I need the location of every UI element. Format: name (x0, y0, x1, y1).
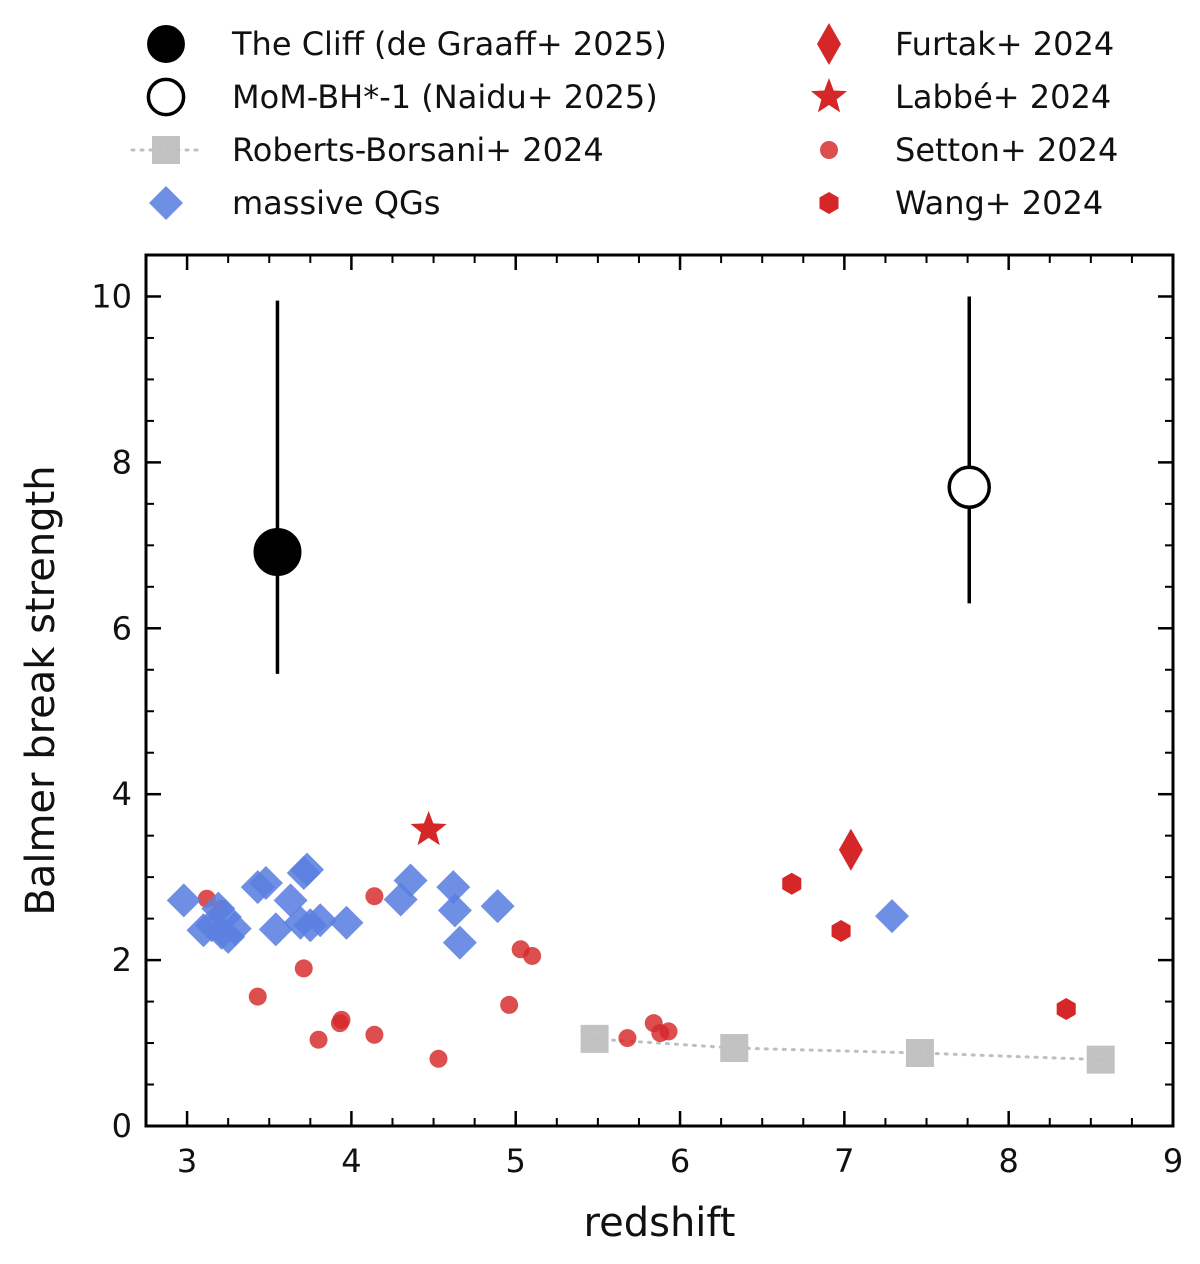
data-point (166, 883, 201, 918)
data-point (480, 889, 515, 924)
plot-frame (144, 253, 1175, 1128)
legend-label: massive QGs (232, 184, 440, 222)
legend-item: Roberts-Borsani+ 2024 (130, 131, 604, 169)
series-star (410, 810, 447, 846)
data-point (303, 903, 338, 938)
data-point (720, 1034, 749, 1063)
data-point (1056, 998, 1076, 1021)
legend-marker (149, 186, 183, 220)
legend-marker (817, 23, 841, 65)
legend-item: Labbé+ 2024 (810, 78, 1111, 116)
data-point (875, 899, 910, 934)
legend-marker (820, 141, 838, 159)
series-circle-open (947, 296, 991, 604)
data-point (831, 920, 851, 943)
legend-label: Setton+ 2024 (895, 131, 1118, 169)
series-line (593, 1037, 1103, 1062)
data-point (258, 912, 293, 947)
legend-item: Setton+ 2024 (820, 131, 1118, 169)
legend-label: The Cliff (de Graaff+ 2025) (231, 25, 667, 63)
data-point (436, 870, 471, 905)
data-point (309, 1030, 328, 1049)
legend-label: MoM-BH*-1 (Naidu+ 2025) (232, 78, 658, 116)
legend-item: Wang+ 2024 (819, 184, 1103, 222)
legend-label: Furtak+ 2024 (895, 25, 1114, 63)
x-tick-label: 7 (834, 1142, 854, 1180)
x-tick-label: 3 (177, 1142, 197, 1180)
data-point (618, 1029, 637, 1048)
series-hexagon (782, 872, 1076, 1021)
data-point (332, 1010, 351, 1029)
data-point (500, 995, 519, 1014)
series-small-circle (197, 887, 678, 1068)
data-point (523, 946, 542, 965)
y-tick-label: 2 (112, 941, 132, 979)
data-point (1086, 1045, 1115, 1074)
axes: 3 4 5 6 7 8 9 0 2 4 6 8 10 (91, 253, 1183, 1180)
data-point (248, 987, 267, 1006)
series-thin-diamond (838, 828, 863, 871)
data-point (365, 887, 384, 906)
series-square (580, 1024, 1115, 1074)
legend-marker (152, 136, 180, 164)
data-point (580, 1024, 609, 1053)
legend-item: massive QGs (149, 184, 440, 222)
x-tick-label: 8 (999, 1142, 1019, 1180)
data-point (659, 1022, 678, 1041)
legend-item: The Cliff (de Graaff+ 2025) (147, 25, 667, 63)
data-point (782, 872, 802, 895)
data-point (410, 810, 447, 846)
series-diamond (166, 852, 910, 960)
x-tick-label: 6 (670, 1142, 690, 1180)
data-point (838, 828, 863, 871)
data-point (429, 1049, 448, 1068)
legend-label: Labbé+ 2024 (895, 78, 1111, 116)
data-point (217, 911, 252, 946)
y-axis-label: Balmer break strength (18, 465, 64, 915)
legend-marker (146, 77, 186, 117)
x-tick-label: 9 (1163, 1142, 1183, 1180)
legend-item: MoM-BH*-1 (Naidu+ 2025) (146, 77, 658, 117)
data-point (365, 1025, 384, 1044)
legend-item: Furtak+ 2024 (817, 23, 1114, 65)
legend-marker (819, 192, 839, 214)
data-point (329, 905, 364, 940)
data-point (290, 852, 325, 887)
y-tick-label: 8 (112, 443, 132, 481)
y-tick-label: 4 (112, 775, 132, 813)
y-tick-label: 6 (112, 609, 132, 647)
data-point (905, 1039, 934, 1068)
data-point (437, 893, 472, 928)
data-point (248, 865, 283, 900)
data-point (393, 863, 428, 898)
legend-marker (810, 78, 848, 113)
y-tick-label: 0 (112, 1107, 132, 1145)
data-point (294, 959, 313, 978)
legend: The Cliff (de Graaff+ 2025) MoM-BH*-1 (Na… (130, 23, 1118, 222)
legend-label: Roberts-Borsani+ 2024 (232, 131, 604, 169)
x-tick-label: 4 (341, 1142, 361, 1180)
data-point (947, 465, 991, 510)
y-tick-label: 10 (91, 277, 132, 315)
data-point (253, 527, 302, 576)
data-point (442, 925, 477, 960)
legend-marker (147, 25, 185, 63)
series-circle-filled (253, 300, 302, 674)
plot-area (166, 296, 1115, 1074)
legend-label: Wang+ 2024 (895, 184, 1103, 222)
x-tick-label: 5 (506, 1142, 526, 1180)
x-axis-label: redshift (584, 1200, 736, 1246)
